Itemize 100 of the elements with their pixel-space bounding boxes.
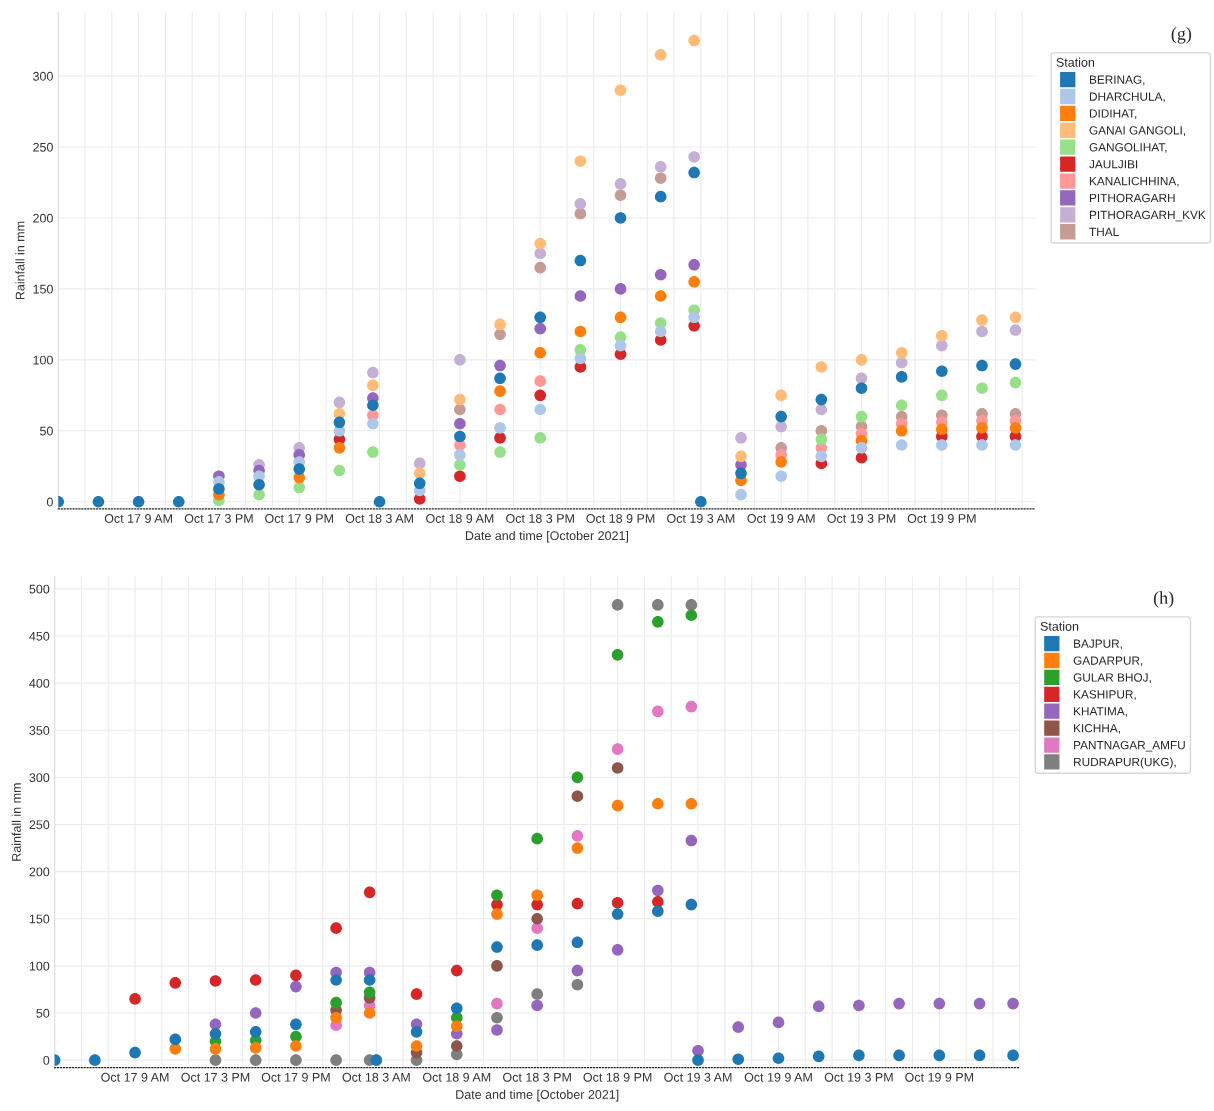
point xyxy=(491,889,503,901)
point xyxy=(333,416,346,429)
point xyxy=(531,832,543,845)
point xyxy=(531,939,543,951)
x-tick-label: Oct 19 9 PM xyxy=(905,1072,974,1082)
y-axis-title: Rainfall in mm xyxy=(11,783,21,861)
point xyxy=(132,495,145,508)
legend-label: PITHORAGARH_KVK xyxy=(1089,210,1206,222)
point xyxy=(491,997,503,1010)
point xyxy=(531,988,543,1000)
point xyxy=(450,1040,463,1052)
x-tick-label: Oct 18 3 PM xyxy=(506,514,574,523)
point xyxy=(574,325,587,338)
point xyxy=(209,1027,222,1040)
point xyxy=(413,467,426,480)
point xyxy=(494,328,506,341)
point xyxy=(654,161,667,173)
y-tick-label: 250 xyxy=(33,142,53,152)
point xyxy=(169,1033,182,1046)
point xyxy=(1009,439,1022,451)
x-tick-label: Oct 19 9 AM xyxy=(747,514,815,523)
point xyxy=(692,1054,704,1066)
point xyxy=(895,371,908,383)
point xyxy=(450,964,463,977)
point xyxy=(494,372,506,385)
point xyxy=(976,422,988,434)
point xyxy=(213,483,225,495)
point xyxy=(936,329,948,342)
legend-label: KICHHA, xyxy=(1074,724,1120,734)
point xyxy=(685,599,698,611)
y-tick-label: 500 xyxy=(29,584,50,594)
point xyxy=(494,422,506,434)
point xyxy=(450,1002,463,1015)
point xyxy=(853,999,865,1012)
point xyxy=(494,446,506,458)
x-tick-label: Oct 19 9 PM xyxy=(907,514,976,523)
point xyxy=(614,339,627,352)
point xyxy=(534,237,547,250)
legend-label: KASHIPUR, xyxy=(1074,690,1136,700)
legend-label: BAJPUR, xyxy=(1074,639,1122,650)
point xyxy=(363,886,376,899)
point xyxy=(611,799,624,812)
point xyxy=(775,420,787,433)
point xyxy=(936,339,948,352)
point xyxy=(976,382,988,395)
point xyxy=(685,898,698,911)
point xyxy=(370,1054,383,1066)
y-tick-label: 300 xyxy=(33,71,53,81)
point xyxy=(367,399,379,412)
y-axis-title: Rainfall in mm xyxy=(15,221,25,300)
point xyxy=(249,1007,262,1019)
point xyxy=(614,178,627,190)
y-tick-label: 350 xyxy=(29,726,50,735)
point xyxy=(571,771,584,784)
point xyxy=(290,1030,302,1043)
x-tick-label: Oct 17 9 AM xyxy=(104,514,172,523)
point xyxy=(129,1046,141,1059)
point xyxy=(688,151,700,163)
point xyxy=(933,997,946,1010)
point xyxy=(688,34,700,47)
point xyxy=(454,459,466,471)
point xyxy=(571,790,584,803)
x-tick-label: Oct 17 9 PM xyxy=(261,1072,330,1082)
point xyxy=(330,1011,342,1024)
y-tick-label: 400 xyxy=(29,678,50,688)
point xyxy=(363,1007,376,1019)
point xyxy=(330,922,342,934)
point xyxy=(976,359,988,372)
y-tick-label: 200 xyxy=(29,867,50,877)
point xyxy=(652,599,664,611)
point xyxy=(574,290,587,302)
x-tick-label: Oct 19 3 PM xyxy=(827,514,896,523)
point xyxy=(614,189,627,202)
point xyxy=(973,1049,986,1062)
point xyxy=(209,1054,222,1066)
x-tick-label: Oct 19 3 PM xyxy=(824,1072,893,1082)
point xyxy=(571,897,584,910)
point xyxy=(652,884,664,897)
point xyxy=(531,912,543,925)
point xyxy=(775,389,787,402)
point xyxy=(494,385,506,397)
point xyxy=(735,450,747,463)
legend-label: BERINAG, xyxy=(1089,75,1145,86)
point xyxy=(973,997,986,1010)
point xyxy=(936,365,948,378)
point xyxy=(494,403,506,416)
point xyxy=(855,442,868,454)
point xyxy=(611,762,624,774)
point xyxy=(249,1054,262,1066)
point xyxy=(293,481,306,494)
point xyxy=(367,379,379,392)
point xyxy=(249,1026,262,1038)
point xyxy=(333,396,346,409)
point xyxy=(614,311,627,324)
point xyxy=(893,1049,905,1062)
point xyxy=(367,417,379,430)
y-tick-label: 300 xyxy=(29,773,50,783)
point xyxy=(410,1040,423,1052)
y-tick-label: 0 xyxy=(46,497,53,507)
point xyxy=(895,346,908,359)
